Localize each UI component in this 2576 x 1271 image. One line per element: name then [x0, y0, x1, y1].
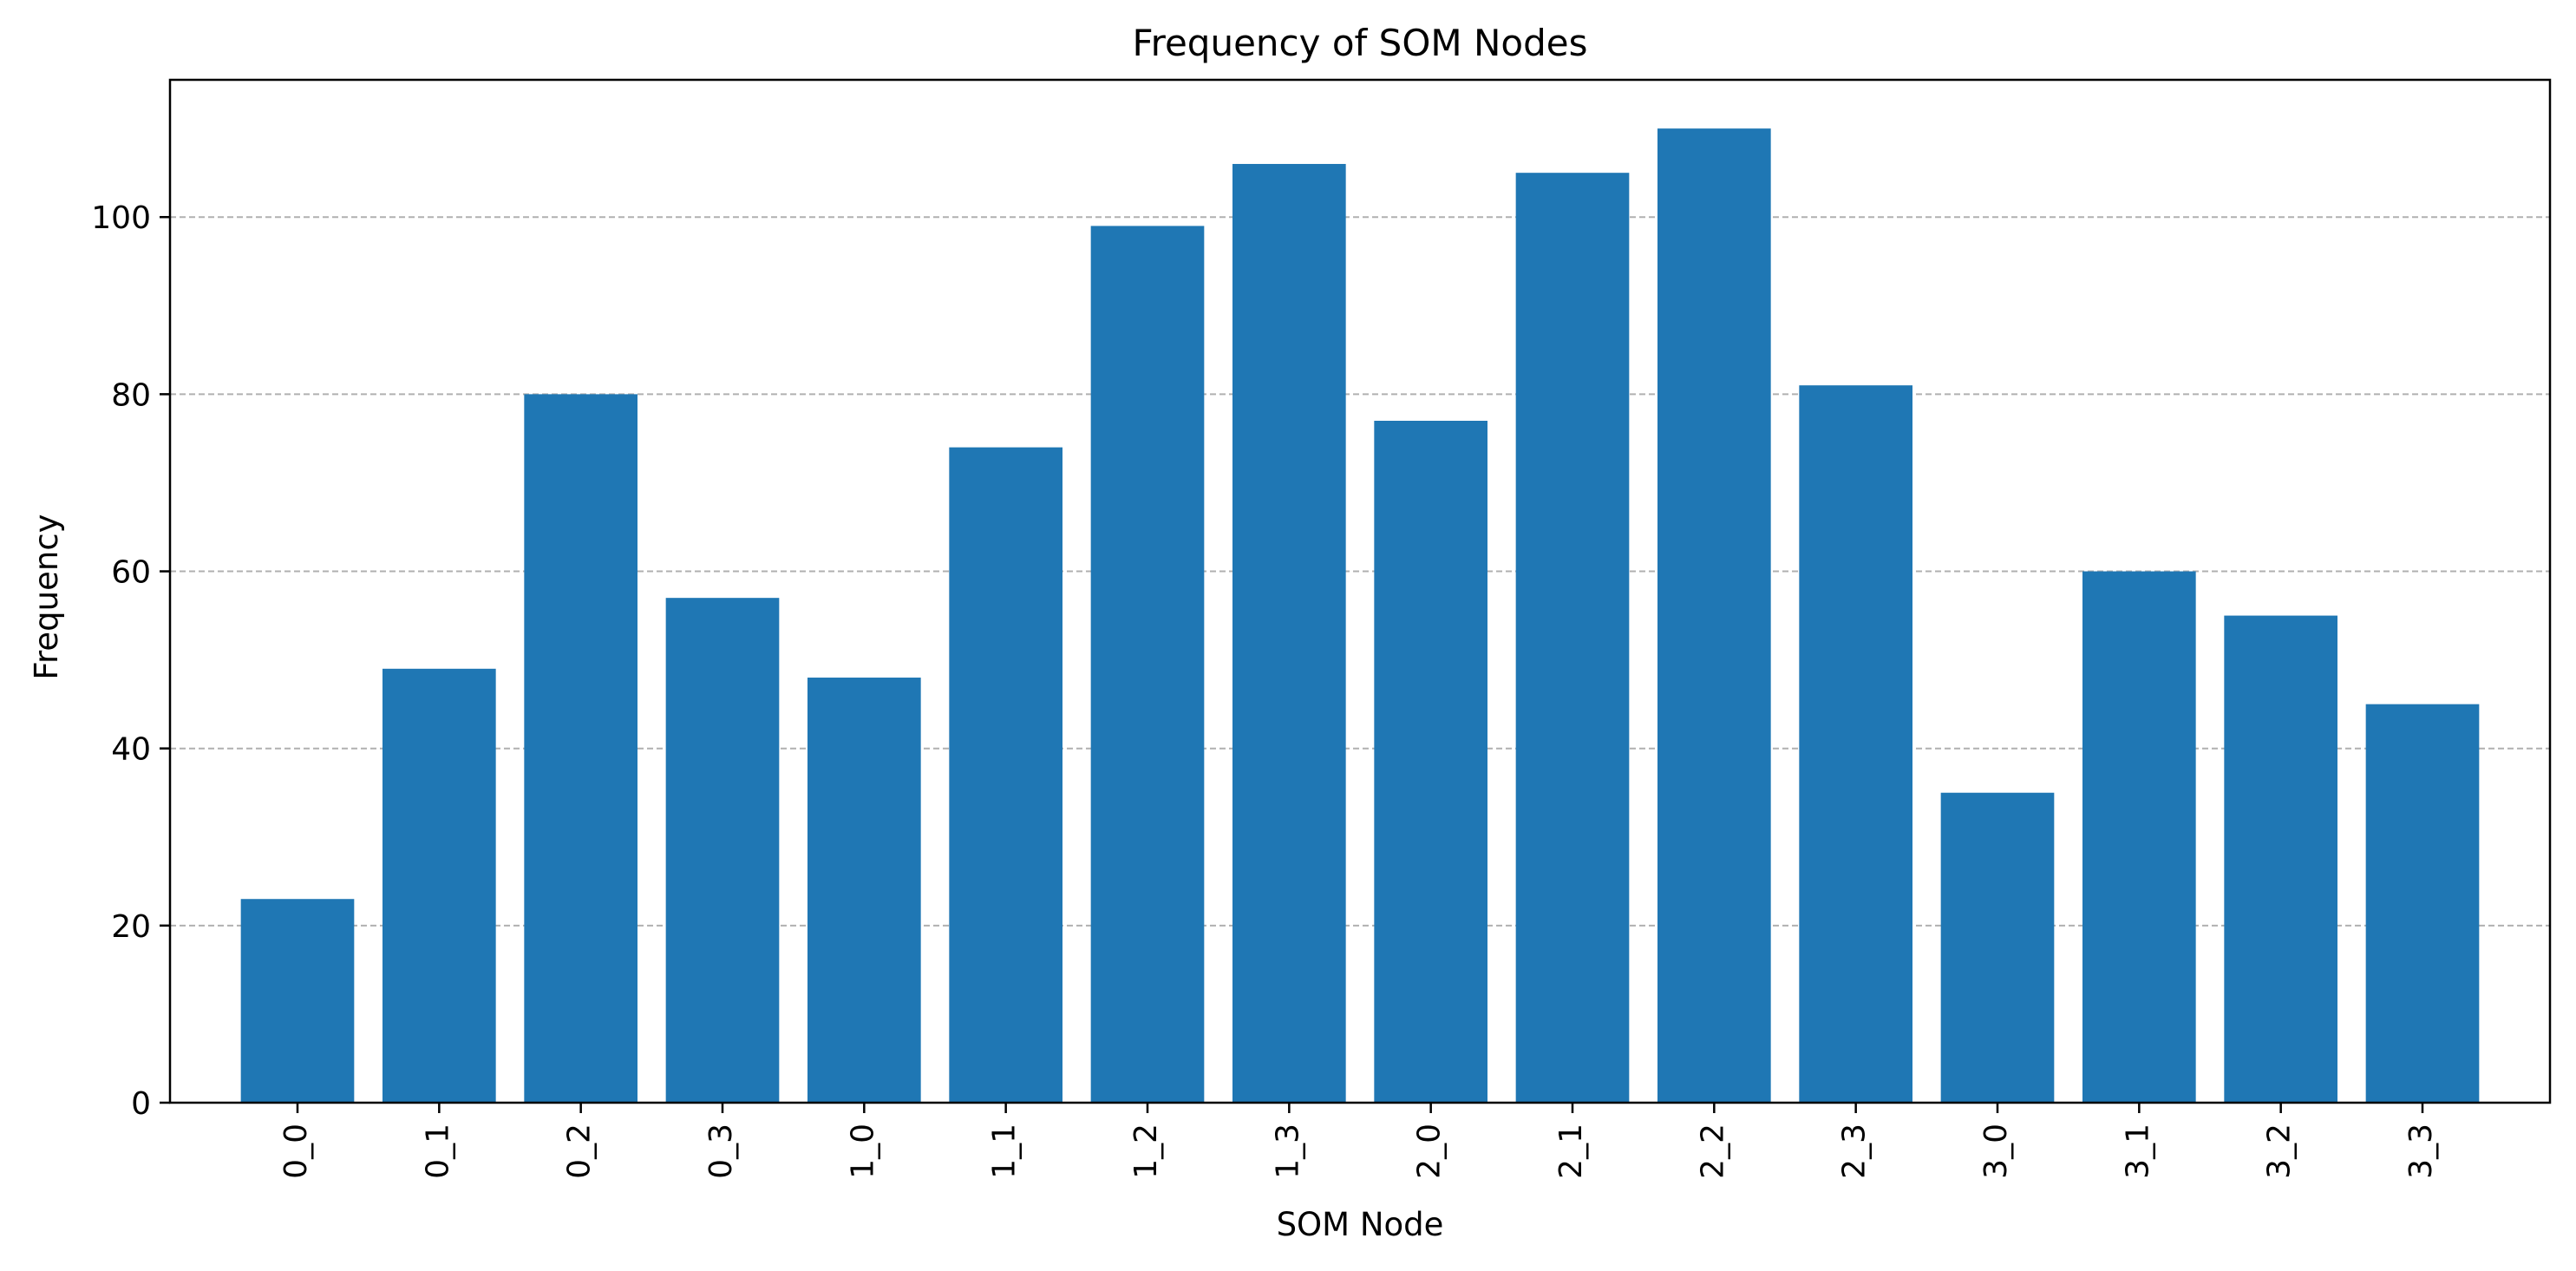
bar-2_0	[1374, 421, 1487, 1103]
bar-1_0	[807, 678, 921, 1103]
ticks: 0 20 40 60 80 100 0_0 0_1 0_2 0_3 1_0 1_1 1_2 1_3 2_0 2…	[91, 200, 2439, 1179]
x-tick-label: 2_0	[1412, 1124, 1448, 1179]
y-tick-label: 100	[91, 200, 151, 236]
x-tick-label: 3_0	[1978, 1124, 2014, 1179]
bar-1_3	[1232, 163, 1346, 1104]
x-tick-label: 1_2	[1128, 1124, 1164, 1179]
x-tick-label: 1_3	[1270, 1124, 1305, 1179]
x-tick-label: 3_1	[2120, 1124, 2155, 1179]
bar-0_1	[382, 668, 496, 1103]
bar-3_2	[2224, 615, 2337, 1103]
x-tick-label: 1_0	[845, 1124, 880, 1179]
bar-2_3	[1799, 385, 1912, 1103]
bar-0_3	[665, 598, 780, 1103]
chart-title: Frequency of SOM Nodes	[1133, 22, 1588, 64]
bar-2_1	[1515, 173, 1630, 1103]
axes	[168, 78, 2552, 1104]
x-tick-label: 3_3	[2403, 1124, 2439, 1179]
y-tick-label: 80	[111, 377, 151, 413]
plot-frame	[168, 78, 2552, 1104]
bar-3_0	[1940, 792, 2055, 1103]
x-tick-label: 2_2	[1695, 1124, 1730, 1179]
bar-3_3	[2365, 704, 2480, 1103]
y-tick-label: 0	[131, 1086, 151, 1122]
bar-1_1	[949, 447, 1062, 1103]
x-tick-label: 1_1	[987, 1124, 1023, 1179]
x-tick-label: 0_3	[703, 1124, 739, 1179]
bar-2_2	[1657, 128, 1771, 1104]
y-tick-label: 60	[111, 555, 151, 591]
x-tick-label: 3_2	[2262, 1124, 2298, 1179]
x-tick-label: 0_1	[420, 1124, 455, 1179]
bar-0_0	[240, 899, 355, 1103]
bars	[240, 128, 2480, 1104]
x-tick-label: 0_0	[278, 1124, 314, 1179]
bar-0_2	[524, 394, 637, 1104]
bar-1_2	[1090, 226, 1205, 1103]
y-tick-label: 40	[111, 732, 151, 768]
x-tick-label: 2_1	[1553, 1124, 1589, 1179]
bar-3_1	[2082, 571, 2196, 1103]
x-tick-label: 2_3	[1837, 1124, 1873, 1179]
y-axis-label: Frequency	[28, 514, 65, 679]
x-tick-label: 0_2	[562, 1124, 598, 1179]
x-axis-label: SOM Node	[1277, 1206, 1444, 1243]
y-tick-label: 20	[111, 909, 151, 945]
